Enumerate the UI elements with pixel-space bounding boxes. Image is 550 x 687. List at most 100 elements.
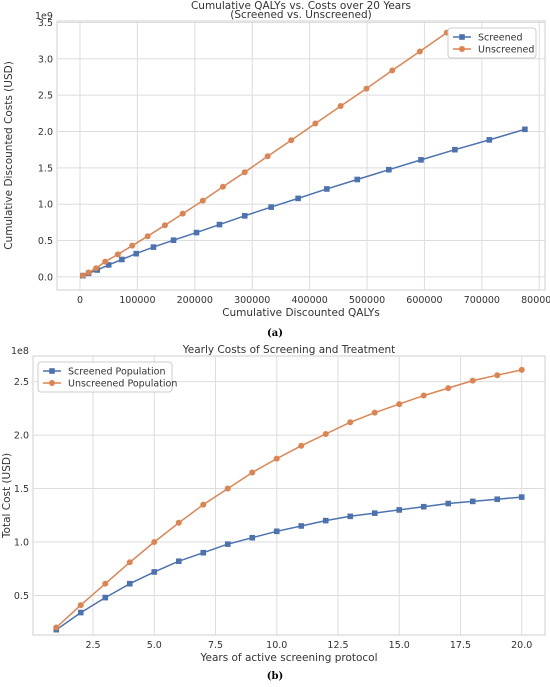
data-point bbox=[129, 242, 136, 249]
x-axis-label: Cumulative Discounted QALYs bbox=[222, 307, 380, 319]
y-axis-label: Total Cost (USD) bbox=[1, 453, 13, 539]
data-point bbox=[193, 229, 200, 236]
data-point bbox=[273, 528, 280, 535]
data-point bbox=[445, 385, 452, 392]
data-point bbox=[486, 137, 493, 143]
data-point bbox=[161, 222, 168, 229]
plot-area bbox=[32, 355, 546, 636]
data-point bbox=[322, 517, 329, 524]
y-offset-label: 1e9 bbox=[35, 11, 53, 22]
chart-a: 0 100000 200000 300000 400000 500000 600000 700… bbox=[3, 0, 550, 339]
data-point bbox=[363, 85, 370, 92]
x-tick-label: 400000 bbox=[291, 295, 327, 306]
y-tick-label: 2.0 bbox=[38, 127, 53, 138]
data-point bbox=[179, 210, 186, 217]
data-point bbox=[241, 169, 248, 176]
legend-marker bbox=[49, 380, 55, 386]
data-point bbox=[420, 392, 427, 399]
legend-label: Screened Population bbox=[68, 367, 165, 378]
data-point bbox=[518, 494, 525, 500]
x-tick-label: 12.5 bbox=[327, 640, 348, 651]
data-point bbox=[354, 176, 361, 183]
data-point bbox=[347, 419, 354, 426]
data-point bbox=[268, 204, 274, 210]
plot-area bbox=[56, 20, 546, 291]
data-point bbox=[79, 272, 86, 279]
x-tick-label: 10.0 bbox=[266, 640, 287, 651]
x-tick-label: 20.0 bbox=[511, 640, 532, 651]
chart-title: Cumulative QALYs vs. Costs over 20 Years bbox=[191, 0, 411, 12]
data-point bbox=[224, 541, 231, 547]
data-point bbox=[337, 103, 344, 110]
legend-label: Unscreened Population bbox=[68, 379, 177, 390]
data-point bbox=[102, 258, 109, 265]
y-tick-label: 1.0 bbox=[38, 200, 53, 211]
data-point bbox=[102, 580, 109, 587]
data-point bbox=[114, 251, 121, 258]
y-tick-label: 3.0 bbox=[38, 54, 53, 65]
data-point bbox=[494, 372, 501, 379]
y-tick-label: 2.0 bbox=[14, 431, 29, 442]
data-point bbox=[312, 120, 319, 127]
y-tick-label: 1.5 bbox=[14, 484, 29, 495]
chart-subtitle: (Screened vs. Unscreened) bbox=[230, 9, 371, 21]
data-point bbox=[371, 409, 378, 416]
series-line-screened bbox=[55, 496, 522, 631]
x-tick-label: 500000 bbox=[349, 295, 385, 306]
data-point bbox=[273, 455, 280, 462]
x-tick-label: 0 bbox=[77, 295, 83, 306]
data-point bbox=[298, 523, 305, 529]
data-point bbox=[200, 501, 207, 508]
x-tick-label: 5.0 bbox=[147, 640, 162, 651]
data-point bbox=[264, 153, 271, 160]
x-tick-label: 200000 bbox=[177, 295, 213, 306]
figure-caption: (b) bbox=[267, 671, 283, 682]
data-point bbox=[150, 244, 157, 250]
data-point bbox=[199, 197, 206, 204]
data-point bbox=[389, 67, 396, 74]
data-point bbox=[386, 166, 392, 173]
data-point bbox=[224, 485, 231, 492]
data-point bbox=[126, 559, 133, 566]
data-point bbox=[105, 262, 112, 268]
data-point bbox=[216, 221, 223, 228]
data-point bbox=[494, 496, 501, 503]
data-point bbox=[522, 126, 528, 133]
y-axis-label: Cumulative Discounted Costs (USD) bbox=[3, 61, 15, 250]
data-point bbox=[249, 534, 256, 541]
data-point bbox=[85, 269, 92, 276]
y-tick-label: 2.5 bbox=[14, 377, 29, 388]
legend-label: Unscreened bbox=[478, 45, 534, 56]
x-tick-label: 100000 bbox=[119, 295, 155, 306]
data-point bbox=[347, 513, 354, 520]
data-point bbox=[416, 48, 423, 55]
data-point bbox=[418, 157, 424, 163]
chart-title: Yearly Costs of Screening and Treatment bbox=[182, 344, 396, 356]
data-point bbox=[175, 558, 182, 565]
data-point bbox=[53, 624, 60, 631]
y-tick-label: 0.5 bbox=[14, 591, 29, 602]
data-point bbox=[93, 265, 100, 272]
data-point bbox=[469, 377, 476, 384]
data-point bbox=[452, 146, 458, 153]
data-point bbox=[322, 431, 329, 438]
data-point bbox=[102, 594, 109, 601]
data-point bbox=[295, 195, 301, 202]
x-tick-label: 600000 bbox=[406, 295, 442, 306]
data-point bbox=[420, 503, 427, 510]
data-point bbox=[241, 213, 248, 219]
data-point bbox=[371, 510, 378, 516]
data-point bbox=[324, 186, 330, 192]
data-point bbox=[77, 602, 84, 609]
x-axis-label: Years of active screening protocol bbox=[199, 652, 377, 664]
legend-label: Screened bbox=[478, 33, 523, 44]
data-point bbox=[126, 580, 133, 587]
data-point bbox=[288, 137, 295, 144]
x-tick-label: 300000 bbox=[234, 295, 270, 306]
x-tick-label: 17.5 bbox=[450, 640, 471, 651]
data-point bbox=[445, 500, 452, 507]
data-point bbox=[200, 549, 207, 556]
x-tick-label: 700000 bbox=[464, 295, 500, 306]
